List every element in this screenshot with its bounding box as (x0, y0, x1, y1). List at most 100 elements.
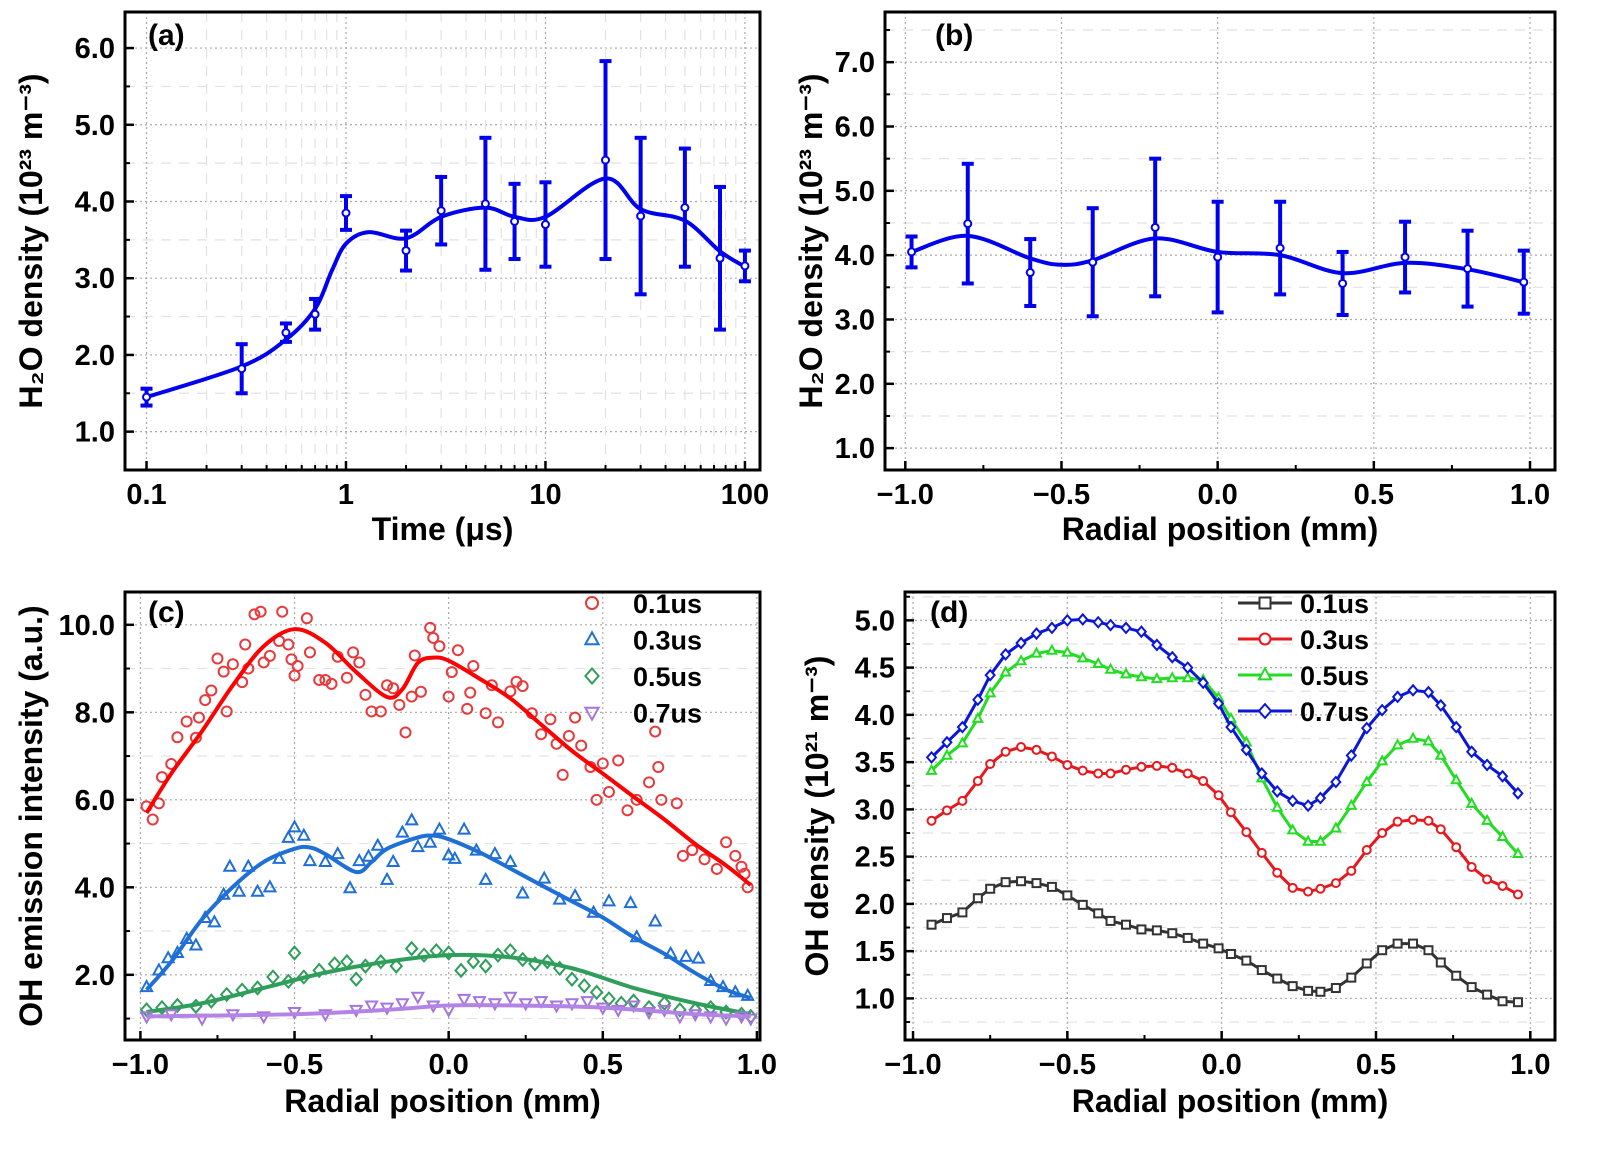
legend-item: 0.7us (1238, 697, 1369, 727)
data-point (589, 984, 604, 1001)
data-point (941, 805, 952, 816)
data-point (1275, 243, 1285, 253)
data-point (1345, 748, 1358, 763)
data-point (1166, 650, 1179, 664)
data-point (349, 971, 364, 987)
data-point (720, 836, 733, 849)
data-point (516, 680, 529, 693)
legend-label: 0.7us (1300, 697, 1369, 727)
data-point (602, 785, 615, 798)
data-point (655, 793, 668, 806)
data-point (1463, 264, 1473, 274)
data-point (1093, 908, 1104, 919)
data-point (611, 1004, 626, 1018)
data-point (433, 640, 446, 653)
data-point (211, 652, 224, 665)
data-point (1345, 798, 1358, 810)
data-point (1338, 278, 1348, 288)
data-point (1330, 775, 1342, 789)
data-point (262, 879, 278, 893)
data-point (404, 812, 419, 826)
data-point (533, 996, 549, 1010)
data-point (1451, 970, 1462, 981)
data-point (1015, 636, 1027, 650)
data-point (1256, 766, 1268, 780)
series-line (930, 879, 1519, 1004)
data-point (408, 649, 421, 662)
data-point (735, 860, 748, 873)
data-point (287, 945, 302, 961)
data-point (926, 815, 937, 826)
data-point (370, 837, 385, 851)
data-point (374, 953, 388, 970)
data-point (612, 754, 625, 767)
data-point (680, 203, 690, 213)
data-point (235, 982, 249, 998)
data-point (565, 971, 579, 987)
data-point (1182, 932, 1193, 943)
data-point (621, 804, 634, 817)
data-point (1512, 786, 1524, 800)
x-tick-label: 0.0 (1197, 479, 1237, 511)
legend-marker (583, 630, 601, 646)
legend-item: 0.5us (584, 662, 702, 692)
data-point (1465, 796, 1478, 808)
plot-area (925, 612, 1525, 1008)
data-point (464, 686, 477, 699)
y-tick-label: 2.5 (855, 842, 895, 874)
data-point (257, 656, 270, 669)
data-point (515, 885, 530, 899)
data-point (971, 711, 984, 723)
data-point (1346, 972, 1357, 983)
data-point (1315, 986, 1326, 997)
data-point (686, 844, 699, 857)
y-tick-label: 3.0 (855, 794, 895, 826)
legend-label: 0.5us (633, 662, 702, 692)
data-point (1198, 776, 1209, 787)
data-point (926, 919, 937, 930)
data-point (1225, 720, 1237, 734)
series-0.3us (926, 742, 1523, 900)
data-point (300, 612, 313, 625)
data-point (1435, 824, 1446, 835)
data-point (1330, 878, 1341, 889)
panel-label: (c) (148, 596, 185, 629)
data-point (1135, 625, 1148, 639)
y-tick-label: 6.0 (75, 33, 115, 65)
y-axis-label: H₂O density (10²³ m⁻³) (13, 73, 49, 408)
series-line (930, 745, 1519, 896)
data-point (1046, 621, 1058, 635)
legend-label: 0.7us (633, 699, 702, 729)
series-0.7us (925, 612, 1524, 813)
data-point (1315, 883, 1326, 894)
data-point (266, 969, 280, 985)
data-point (1150, 222, 1160, 232)
y-tick-label: 3.5 (855, 747, 895, 779)
y-tick-label: 5.0 (835, 176, 875, 208)
data-point (907, 247, 917, 257)
data-point (1104, 618, 1117, 632)
data-point (544, 713, 557, 726)
data-point (461, 702, 474, 715)
data-point (432, 821, 447, 835)
data-point (480, 199, 490, 209)
data-point (941, 735, 953, 749)
data-point (155, 999, 169, 1016)
data-point (404, 940, 419, 957)
data-point (540, 220, 550, 230)
data-point (217, 665, 230, 678)
y-tick-label: 8.0 (75, 697, 115, 729)
data-point (456, 993, 472, 1007)
data-point (1423, 945, 1434, 956)
data-point (1451, 842, 1462, 853)
data-point (456, 821, 472, 835)
data-point (925, 750, 938, 764)
data-point (1167, 762, 1178, 773)
data-point (466, 953, 481, 970)
data-point (1151, 638, 1163, 652)
data-point (1482, 874, 1493, 885)
data-point (447, 850, 463, 864)
data-point (956, 720, 969, 734)
x-tick-label: 10 (529, 479, 561, 511)
data-point (1151, 925, 1162, 936)
